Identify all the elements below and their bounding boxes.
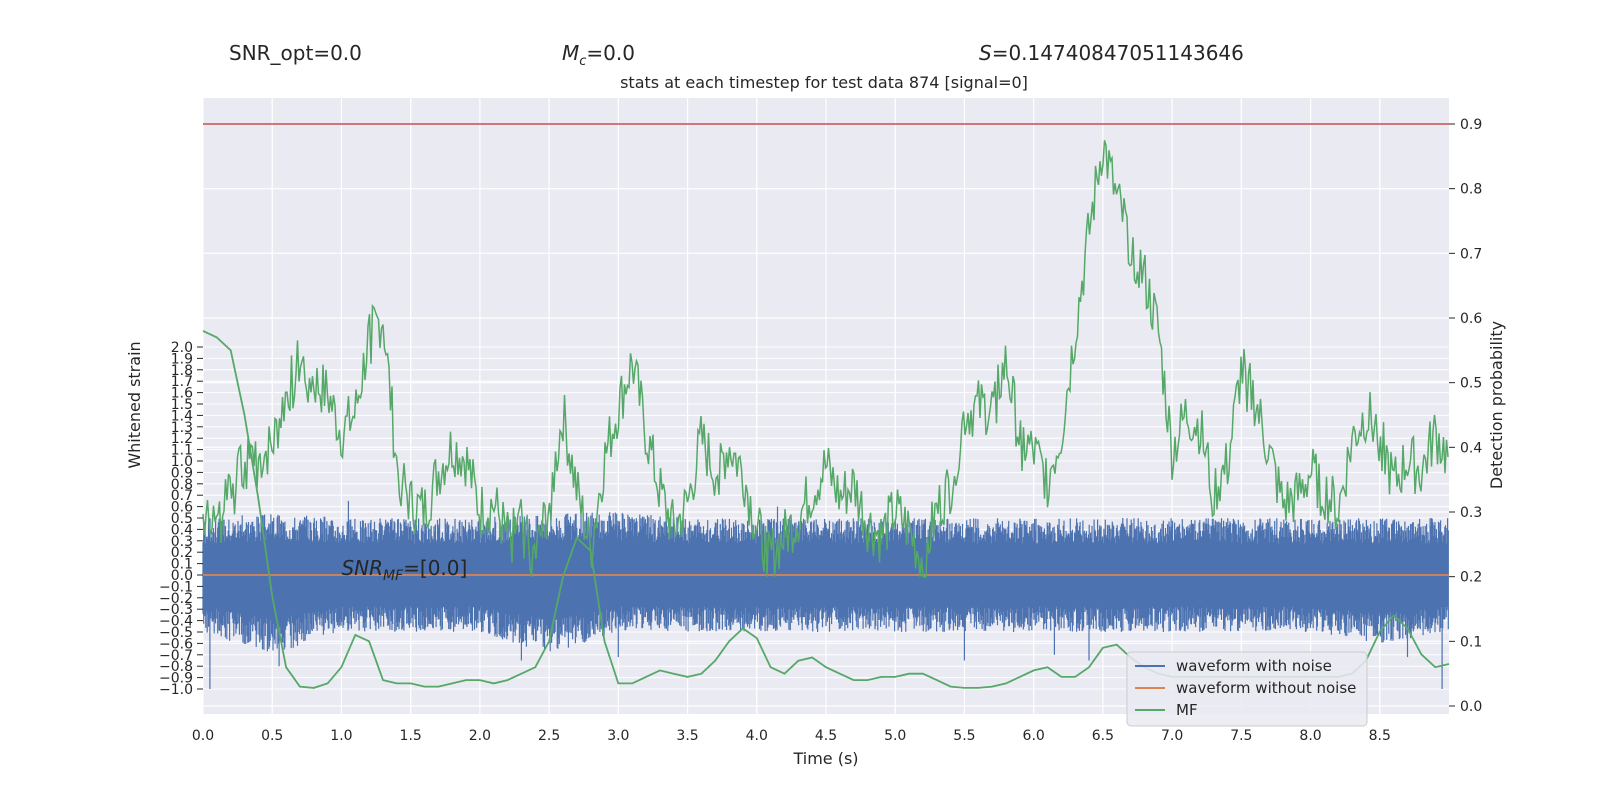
left-tick-label: 1.0 <box>171 454 193 470</box>
legend: waveform with noise waveform without noi… <box>1126 651 1368 727</box>
x-tick-label: 1.5 <box>400 728 422 744</box>
left-tick-label: 1.5 <box>171 397 193 413</box>
right-axis-ticks: 0.9 0.8 0.7 0.6 0.5 0.4 0.3 0.2 0.1 0.0 <box>1449 117 1482 715</box>
right-tick-label: 0.4 <box>1460 440 1482 456</box>
right-tick-label: 0.5 <box>1460 376 1482 392</box>
left-tick-label: 1.9 <box>171 351 193 367</box>
x-tick-label: 5.0 <box>884 728 906 744</box>
legend-box <box>1126 651 1368 727</box>
x-tick-label: 3.5 <box>676 728 698 744</box>
left-axis-ticks: 2.01.91.81.71.61.51.41.31.21.11.00.90.80… <box>159 340 203 698</box>
left-tick-label: −0.8 <box>159 659 193 675</box>
x-tick-label: 5.5 <box>953 728 975 744</box>
s-symbol: S <box>979 41 992 65</box>
x-tick-label: 2.0 <box>469 728 491 744</box>
right-tick-label: 0.9 <box>1460 117 1482 133</box>
x-tick-label: 4.0 <box>746 728 768 744</box>
x-tick-label: 8.5 <box>1369 728 1391 744</box>
left-tick-label: 0.7 <box>171 488 193 504</box>
left-tick-label: −0.2 <box>159 591 193 607</box>
x-axis-ticks: 0.0 0.5 1.0 1.5 2.0 2.5 3.0 3.5 4.0 4.5 5.0 5.5 6.0 6… <box>192 728 1391 744</box>
chirp-mass-subscript: c <box>579 54 586 69</box>
right-axis-label: Detection probability <box>1487 321 1506 489</box>
snr-mf-subscript: MF <box>383 568 404 584</box>
left-tick-label: 1.4 <box>171 408 193 424</box>
x-tick-label: 6.5 <box>1092 728 1114 744</box>
left-tick-label: 2.0 <box>171 340 193 356</box>
x-tick-label: 7.0 <box>1161 728 1183 744</box>
right-tick-label: 0.3 <box>1460 505 1482 521</box>
x-tick-label: 6.0 <box>1023 728 1045 744</box>
left-tick-label: 0.6 <box>171 500 193 516</box>
left-tick-label: 1.1 <box>171 443 193 459</box>
left-tick-label: −1.0 <box>159 682 193 698</box>
chart-title: stats at each timestep for test data 874… <box>620 73 1028 92</box>
right-tick-label: 0.7 <box>1460 246 1482 262</box>
left-tick-label: −0.4 <box>159 614 193 630</box>
left-tick-label: −0.9 <box>159 671 193 687</box>
s-stat: S=0.14740847051143646 <box>979 41 1244 65</box>
left-tick-label: −0.6 <box>159 636 193 652</box>
x-tick-label: 0.5 <box>261 728 283 744</box>
x-tick-label: 2.5 <box>538 728 560 744</box>
left-tick-label: 1.3 <box>171 420 193 436</box>
left-tick-label: 0.5 <box>171 511 193 527</box>
snr-opt-stat: SNR_opt=0.0 <box>229 41 362 65</box>
left-tick-label: −0.7 <box>159 648 193 664</box>
left-tick-label: 1.6 <box>171 386 193 402</box>
snr-mf-symbol: SNR <box>341 556 383 580</box>
left-tick-label: 0.8 <box>171 477 193 493</box>
right-tick-label: 0.1 <box>1460 634 1482 650</box>
left-tick-label: 0.2 <box>171 545 193 561</box>
legend-label-mf: MF <box>1176 701 1198 719</box>
x-tick-label: 7.5 <box>1230 728 1252 744</box>
legend-label-waveform-without-noise: waveform without noise <box>1176 679 1356 697</box>
left-tick-label: 0.3 <box>171 534 193 550</box>
left-tick-label: 0.4 <box>171 522 193 538</box>
left-axis-label: Whitened strain <box>125 341 144 468</box>
chirp-mass-symbol: M <box>562 41 579 65</box>
legend-label-waveform-with-noise: waveform with noise <box>1176 657 1332 675</box>
x-tick-label: 4.5 <box>815 728 837 744</box>
snr-mf-value: =[0.0] <box>403 556 467 580</box>
left-tick-label: −0.1 <box>159 579 193 595</box>
right-tick-label: 0.0 <box>1460 699 1482 715</box>
chirp-mass-stat: Mc=0.0 <box>562 41 635 69</box>
left-tick-label: −0.5 <box>159 625 193 641</box>
left-tick-label: −0.3 <box>159 602 193 618</box>
left-tick-label: 0.1 <box>171 557 193 573</box>
left-tick-label: 0.9 <box>171 465 193 481</box>
left-tick-label: 0.0 <box>171 568 193 584</box>
x-tick-label: 3.0 <box>607 728 629 744</box>
right-tick-label: 0.2 <box>1460 570 1482 586</box>
left-tick-label: 1.2 <box>171 431 193 447</box>
x-axis-label: Time (s) <box>792 749 858 768</box>
right-tick-label: 0.6 <box>1460 311 1482 327</box>
x-tick-label: 1.0 <box>330 728 352 744</box>
detection-probability-line <box>202 140 1449 578</box>
s-value: =0.14740847051143646 <box>992 41 1244 65</box>
snr-mf-annotation: SNRMF=[0.0] <box>341 556 467 584</box>
left-tick-label: 1.7 <box>171 374 193 390</box>
x-tick-label: 0.0 <box>192 728 214 744</box>
chirp-mass-value: =0.0 <box>586 41 635 65</box>
right-tick-label: 0.8 <box>1460 182 1482 198</box>
left-tick-label: 1.8 <box>171 363 193 379</box>
x-tick-label: 8.0 <box>1299 728 1321 744</box>
